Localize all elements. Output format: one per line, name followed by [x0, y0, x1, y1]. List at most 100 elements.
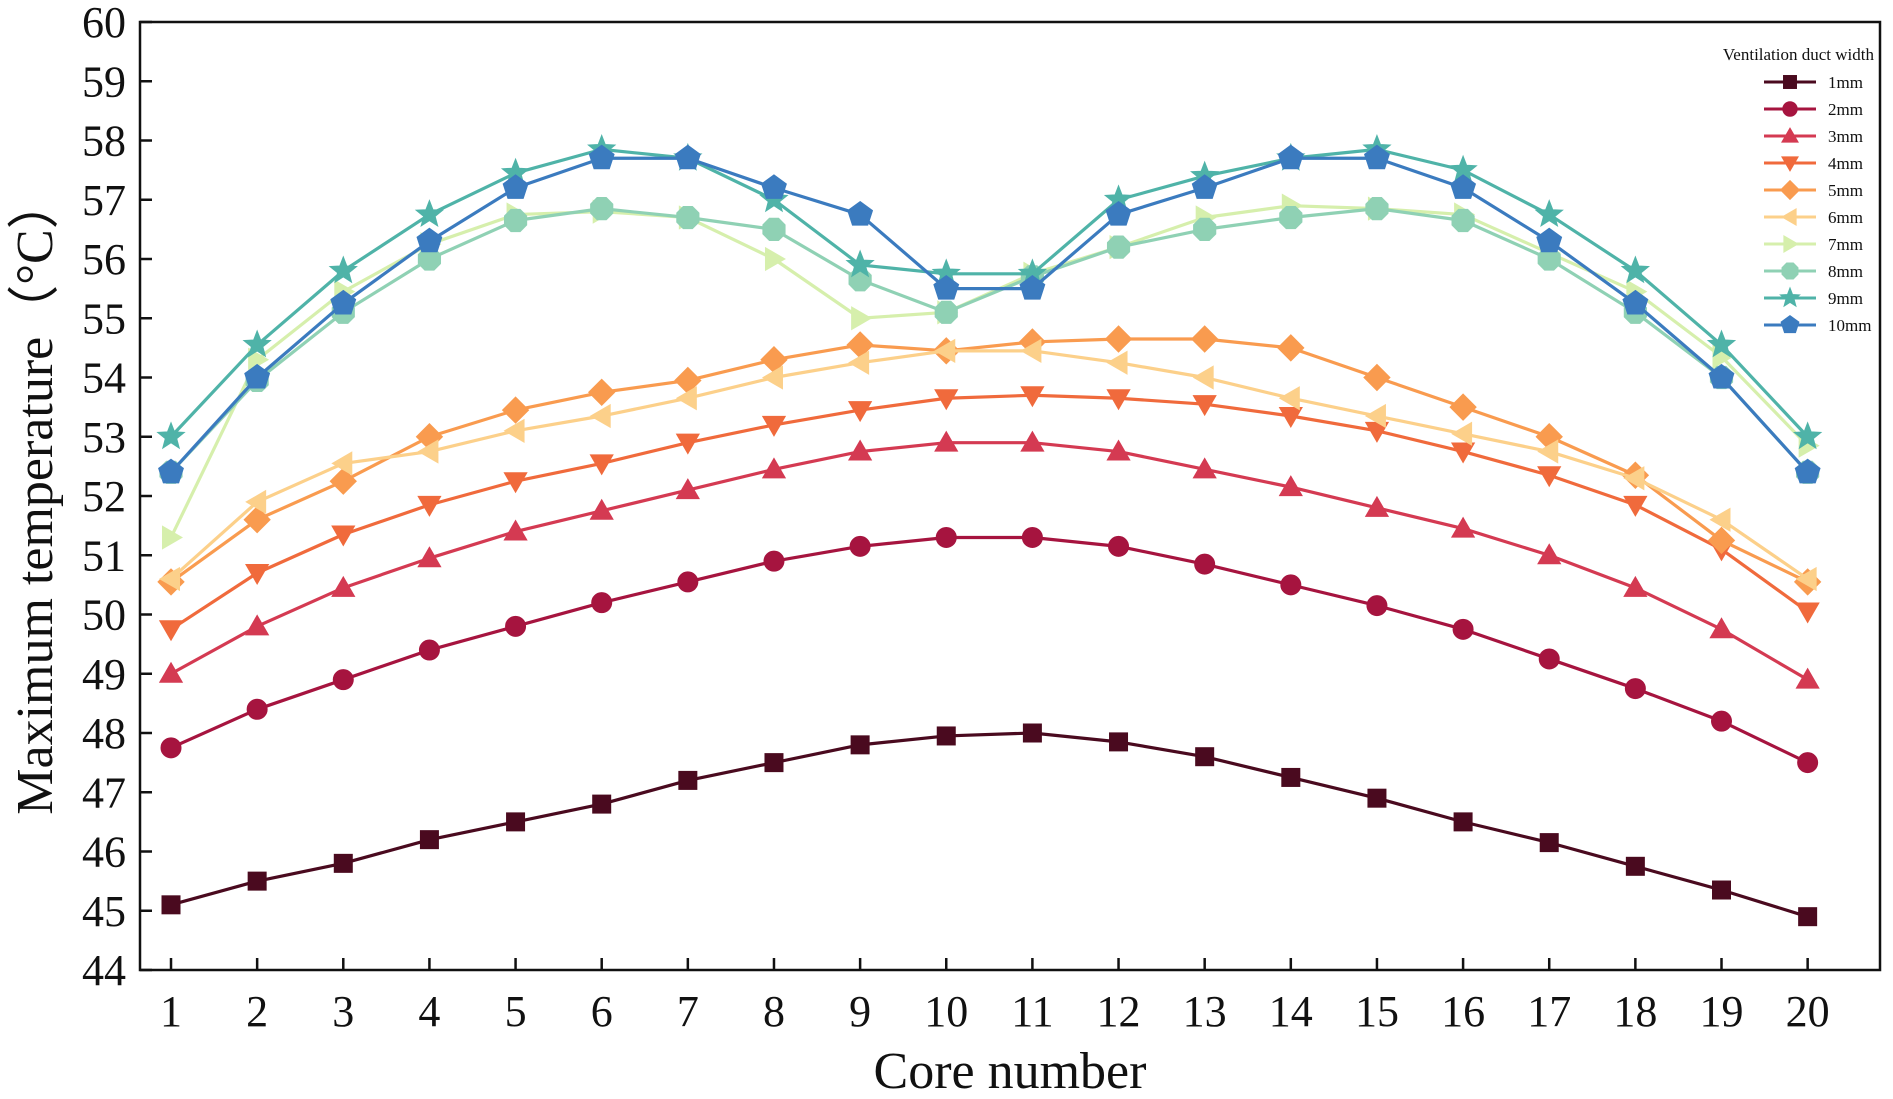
data-point-2mm [1798, 753, 1818, 773]
data-point-1mm [1713, 881, 1731, 899]
x-tick-label: 8 [763, 987, 785, 1036]
x-tick-label: 14 [1269, 987, 1313, 1036]
y-tick-label: 53 [82, 413, 126, 462]
data-point-8mm [1452, 209, 1474, 231]
legend-swatch-marker [1784, 236, 1798, 252]
legend-item-4mm: 4mm [1764, 154, 1863, 173]
data-point-2mm [678, 572, 698, 592]
data-point-1mm [248, 872, 266, 890]
y-tick-label: 60 [82, 0, 126, 47]
legend: Ventilation duct width1mm2mm3mm4mm5mm6mm… [1723, 45, 1875, 335]
series-line-2mm [171, 537, 1808, 762]
data-point-2mm [1022, 527, 1042, 547]
x-tick-label: 19 [1700, 987, 1744, 1036]
legend-label: 9mm [1828, 289, 1863, 308]
y-tick-label: 56 [82, 235, 126, 284]
legend-item-8mm: 8mm [1764, 262, 1863, 281]
data-point-1mm [679, 771, 697, 789]
legend-item-7mm: 7mm [1764, 235, 1863, 254]
x-tick-label: 16 [1441, 987, 1485, 1036]
plot-frame [140, 22, 1880, 970]
data-point-6mm [1452, 423, 1472, 446]
legend-item-1mm: 1mm [1764, 73, 1863, 92]
data-point-5mm [847, 332, 873, 358]
legend-item-6mm: 6mm [1764, 208, 1863, 227]
x-tick-label: 4 [418, 987, 440, 1036]
series-3mm [160, 432, 1819, 689]
data-point-10mm [1537, 228, 1562, 252]
series-8mm [160, 198, 1819, 484]
legend-item-10mm: 10mm [1764, 316, 1871, 335]
data-point-8mm [849, 269, 871, 291]
data-point-2mm [850, 536, 870, 556]
data-point-5mm [503, 397, 529, 423]
data-point-2mm [506, 616, 526, 636]
legend-swatch-marker [1781, 316, 1799, 333]
data-point-2mm [1625, 679, 1645, 699]
data-point-5mm [330, 468, 356, 494]
data-point-10mm [417, 228, 442, 252]
data-point-6mm [591, 405, 611, 428]
data-point-2mm [592, 593, 612, 613]
data-point-8mm [935, 301, 957, 323]
data-point-1mm [1023, 724, 1041, 742]
legend-label: 2mm [1828, 100, 1863, 119]
y-tick-label: 50 [82, 591, 126, 640]
x-tick-label: 17 [1527, 987, 1571, 1036]
data-point-1mm [765, 754, 783, 772]
x-tick-label: 7 [677, 987, 699, 1036]
data-point-3mm [246, 615, 269, 635]
data-point-2mm [1712, 711, 1732, 731]
y-tick-label: 59 [82, 57, 126, 106]
series-1mm [162, 724, 1817, 926]
data-point-4mm [332, 526, 355, 546]
y-tick-label: 44 [82, 946, 126, 995]
series-6mm [160, 340, 1816, 591]
data-point-10mm [762, 175, 787, 199]
data-point-7mm [163, 526, 183, 549]
data-point-8mm [591, 198, 613, 220]
legend-item-2mm: 2mm [1764, 100, 1863, 119]
y-tick-label: 54 [82, 354, 126, 403]
data-point-8mm [763, 218, 785, 240]
legend-label: 5mm [1828, 181, 1863, 200]
series-line-7mm [171, 206, 1808, 538]
data-point-5mm [675, 367, 701, 393]
data-point-8mm [1366, 198, 1388, 220]
data-point-2mm [161, 738, 181, 758]
x-tick-label: 5 [505, 987, 527, 1036]
data-point-2mm [1539, 649, 1559, 669]
data-point-5mm [1450, 394, 1476, 420]
legend-label: 6mm [1828, 208, 1863, 227]
data-point-5mm [761, 347, 787, 373]
x-axis-title: Core number [874, 1043, 1147, 1099]
data-point-1mm [1454, 813, 1472, 831]
x-tick-label: 3 [332, 987, 354, 1036]
line-chart: 44454647484950515253545556575859601 2 3 4 5 6… [0, 0, 1893, 1099]
data-point-2mm [1195, 554, 1215, 574]
data-point-6mm [1108, 351, 1128, 374]
data-point-5mm [1192, 326, 1218, 352]
x-tick-label: 11 [1011, 987, 1053, 1036]
legend-item-3mm: 3mm [1764, 127, 1863, 146]
data-point-4mm [1796, 603, 1819, 623]
data-point-1mm [1368, 789, 1386, 807]
y-tick-label: 58 [82, 117, 126, 166]
data-point-8mm [1194, 218, 1216, 240]
y-tick-label: 52 [82, 472, 126, 521]
data-point-3mm [160, 663, 183, 683]
legend-label: 7mm [1828, 235, 1863, 254]
data-point-1mm [593, 795, 611, 813]
series-line-1mm [171, 733, 1808, 917]
series-line-4mm [171, 395, 1808, 629]
data-point-2mm [764, 551, 784, 571]
data-point-1mm [420, 831, 438, 849]
series-line-5mm [171, 339, 1808, 582]
legend-swatch-marker [1780, 288, 1799, 306]
data-point-7mm [852, 307, 872, 330]
x-tick-label: 10 [924, 987, 968, 1036]
y-tick-label: 51 [82, 531, 126, 580]
series-7mm [163, 194, 1819, 548]
series-line-8mm [171, 209, 1808, 473]
y-tick-label: 49 [82, 650, 126, 699]
